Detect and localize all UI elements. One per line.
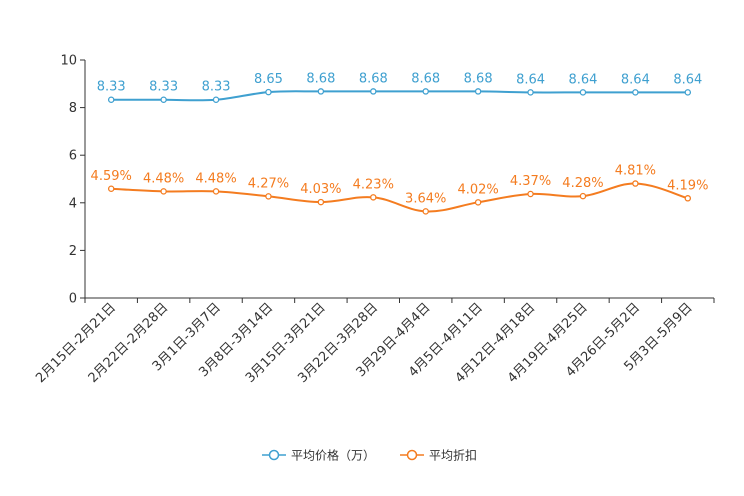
data-label: 4.02%: [457, 182, 498, 197]
data-label: 8.68: [359, 71, 388, 86]
data-label: 4.37%: [510, 174, 551, 189]
data-label: 8.68: [464, 71, 493, 86]
legend-marker-icon: [268, 449, 280, 461]
data-label: 8.64: [673, 72, 702, 87]
y-tick-label: 6: [69, 149, 77, 164]
data-label: 8.33: [97, 80, 126, 95]
data-point[interactable]: [212, 96, 220, 103]
data-point[interactable]: [107, 185, 115, 193]
data-point[interactable]: [632, 180, 639, 187]
data-label: 4.27%: [248, 176, 289, 191]
data-point[interactable]: [317, 88, 325, 95]
legend-item-1[interactable]: 平均价格（万）: [262, 448, 375, 463]
data-label: 8.33: [202, 80, 231, 95]
data-point[interactable]: [422, 88, 429, 95]
data-label: 8.68: [306, 71, 335, 86]
data-point[interactable]: [160, 188, 167, 195]
data-label: 4.81%: [615, 164, 656, 179]
data-point[interactable]: [632, 89, 639, 96]
data-point[interactable]: [422, 208, 429, 215]
data-point[interactable]: [527, 89, 534, 96]
data-label: 4.23%: [353, 177, 394, 192]
data-point[interactable]: [317, 198, 325, 206]
legend-item-2[interactable]: 平均折扣: [400, 448, 477, 463]
y-tick-label: 0: [69, 292, 77, 307]
data-label: 8.64: [621, 72, 650, 87]
data-point[interactable]: [107, 96, 115, 103]
data-label: 8.64: [516, 72, 545, 87]
data-point[interactable]: [265, 88, 272, 96]
data-label: 8.33: [149, 80, 178, 95]
legend-label: 平均价格（万）: [291, 448, 375, 463]
data-point[interactable]: [684, 195, 692, 202]
data-label: 4.48%: [195, 171, 236, 186]
data-label: 4.28%: [562, 176, 603, 191]
data-point[interactable]: [474, 88, 482, 95]
y-tick-label: 4: [69, 196, 77, 211]
data-point[interactable]: [370, 194, 377, 201]
data-point[interactable]: [474, 199, 482, 206]
data-label: 4.59%: [91, 169, 132, 184]
series-line: [111, 90, 688, 102]
series-1: 8.33 8.33 8.33 8.65 8.68 8.68 8.68 8.68 8.64 8.64…: [97, 71, 702, 103]
y-tick-label: 8: [69, 101, 77, 116]
legend-label: 平均折扣: [429, 448, 477, 463]
series-layer: 8.33 8.33 8.33 8.65 8.68 8.68 8.68 8.68 8.64 8.64…: [91, 71, 708, 215]
data-label: 8.68: [411, 71, 440, 86]
series-line: [111, 182, 689, 213]
data-label: 4.03%: [300, 182, 341, 197]
y-tick-label: 10: [60, 54, 77, 69]
axes: 02468102月15日-2月21日2月22日-2月28日3月1日-3月7日3月…: [33, 54, 715, 386]
data-label: 8.64: [568, 72, 597, 87]
data-point[interactable]: [579, 89, 587, 96]
data-point[interactable]: [579, 192, 587, 200]
data-label: 3.64%: [405, 191, 446, 206]
data-point[interactable]: [265, 193, 272, 200]
y-tick-label: 2: [69, 244, 77, 259]
data-point[interactable]: [212, 188, 220, 195]
data-point[interactable]: [160, 96, 167, 103]
data-point[interactable]: [370, 88, 377, 95]
series-2: 4.59% 4.48% 4.48% 4.27% 4.03% 4.23% 3.64% 4.02%…: [91, 164, 708, 215]
legend-marker-icon: [406, 449, 418, 461]
data-label: 4.48%: [143, 171, 184, 186]
data-label: 4.19%: [667, 178, 708, 193]
legend[interactable]: 平均价格（万） 平均折扣: [262, 448, 477, 463]
data-point[interactable]: [527, 190, 534, 198]
data-label: 8.65: [254, 72, 283, 87]
data-point[interactable]: [684, 89, 692, 96]
